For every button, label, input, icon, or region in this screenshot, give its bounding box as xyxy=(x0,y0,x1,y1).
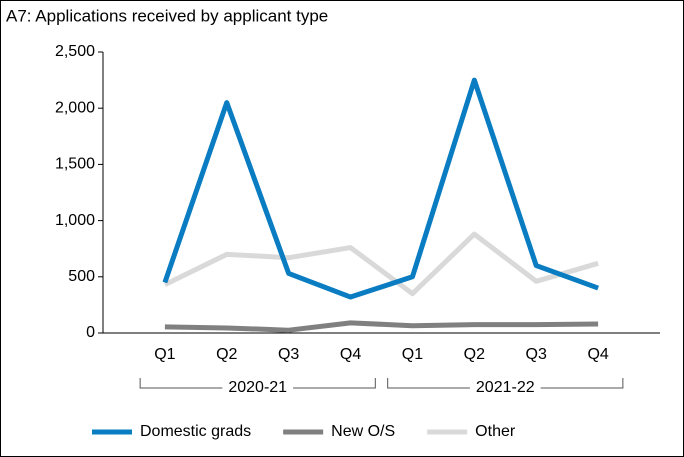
y-tick-label: 500 xyxy=(68,268,95,285)
x-tick-label: Q4 xyxy=(340,346,361,363)
y-tick-label: 2,000 xyxy=(55,99,95,116)
group-bracket xyxy=(139,378,376,389)
chart-title: A7: Applications received by applicant t… xyxy=(6,6,328,25)
y-tick-label: 0 xyxy=(86,324,95,341)
group-label: 2021-22 xyxy=(476,379,535,396)
x-tick-label: Q2 xyxy=(216,346,237,363)
legend-label: New O/S xyxy=(331,423,395,440)
x-tick-label: Q1 xyxy=(402,346,423,363)
y-tick-label: 1,000 xyxy=(55,212,95,229)
group-label: 2020-21 xyxy=(228,379,287,396)
legend-label: Domestic grads xyxy=(140,423,251,440)
group-bracket xyxy=(387,378,624,389)
series-line xyxy=(162,77,599,300)
x-tick-label: Q1 xyxy=(154,346,175,363)
legend-label: Other xyxy=(475,423,516,440)
y-tick-label: 1,500 xyxy=(55,156,95,173)
x-tick-label: Q2 xyxy=(464,346,485,363)
x-tick-label: Q3 xyxy=(526,346,547,363)
series-line xyxy=(164,320,599,333)
x-tick-label: Q4 xyxy=(587,346,608,363)
y-tick-label: 2,500 xyxy=(55,43,95,60)
x-tick-label: Q3 xyxy=(278,346,299,363)
series-line xyxy=(163,231,599,297)
